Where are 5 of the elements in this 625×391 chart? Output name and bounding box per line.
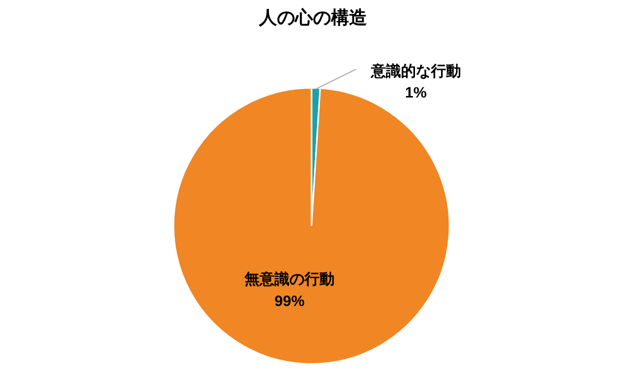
chart-title: 人の心の構造: [258, 8, 367, 28]
data-label: 99%: [274, 292, 305, 310]
data-label: 1%: [404, 84, 427, 102]
slice-label: 意識的な行動: [370, 62, 461, 80]
slice-label: 無意識の行動: [244, 271, 335, 288]
